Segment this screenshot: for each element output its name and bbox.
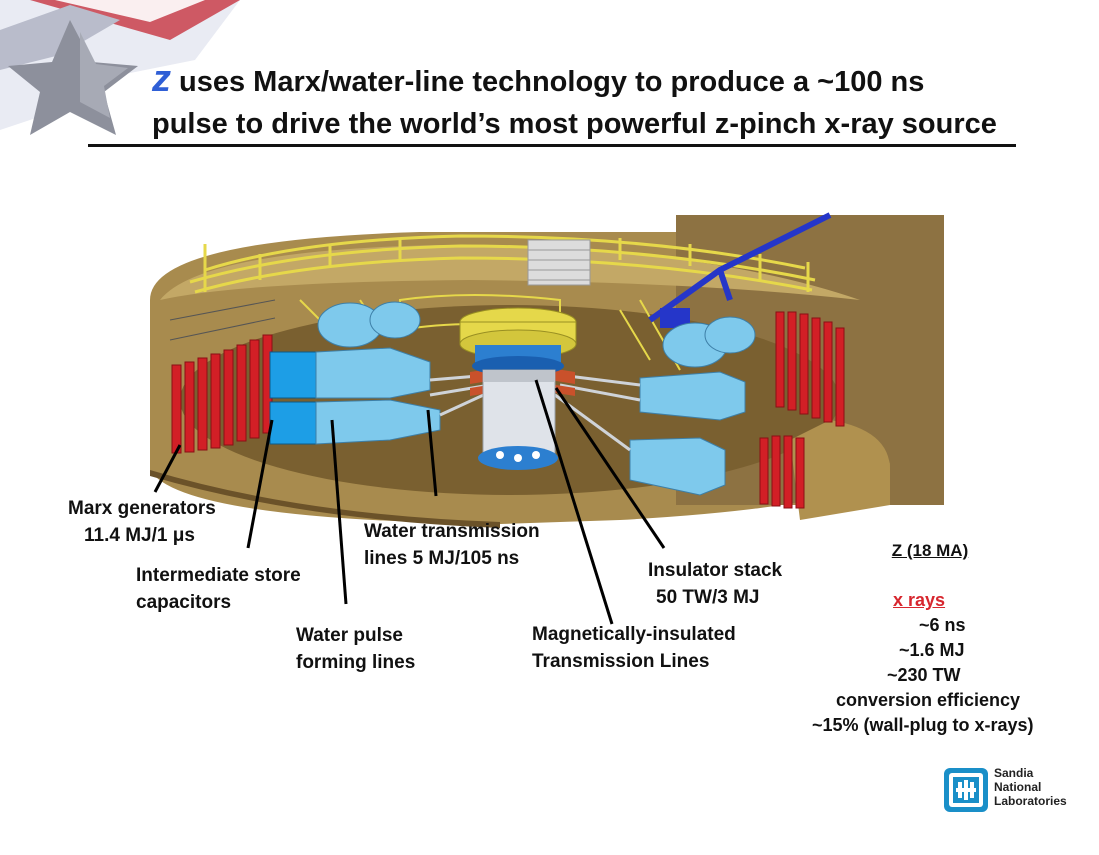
label-marx-generators: Marx generators 11.4 MJ/1 μs: [68, 495, 216, 549]
specs-heading: Z (18 MA): [800, 537, 1060, 564]
sandia-logo-text: Sandia National Laboratories: [994, 766, 1067, 808]
flag-star-decoration: [0, 0, 240, 135]
overhead-boom: [648, 212, 832, 323]
label-mitl-line-2: Transmission Lines: [532, 651, 710, 672]
label-insulator-line-2: 50 TW/3 MJ: [656, 587, 760, 608]
label-intermediate-line-1: Intermediate store: [136, 565, 301, 586]
label-insulator-line-1: Insulator stack: [648, 560, 783, 581]
marx-racks-left: [169, 299, 276, 341]
label-mitl-line-1: Magnetically-insulated: [532, 624, 736, 645]
slide-title: z uses Marx/water-line technology to prod…: [152, 58, 1052, 145]
logo-line-2: National: [994, 780, 1042, 794]
xrays-heading: x rays: [893, 587, 945, 614]
specs-heading-text: Z (18 MA): [891, 541, 969, 560]
label-intermediate-line-2: capacitors: [136, 592, 232, 613]
tank-rim: [160, 245, 860, 300]
central-stack: [459, 307, 577, 470]
label-marx-line-1: Marx generators: [68, 498, 216, 519]
logo-line-3: Laboratories: [994, 794, 1067, 808]
marx-generators-left: [171, 334, 273, 454]
title-line-1: uses Marx/water-line technology to produ…: [179, 66, 925, 98]
cutaway-edge: [150, 470, 500, 528]
water-lines-left: [315, 301, 441, 445]
label-water-transmission: Water transmission lines 5 MJ/105 ns: [364, 518, 540, 572]
label-intermediate-store: Intermediate store capacitors: [136, 562, 301, 616]
spec-line-energy: ~1.6 MJ: [899, 640, 965, 660]
xrays-heading-text: x rays: [893, 590, 946, 610]
label-water-pulse-line-1: Water pulse: [296, 625, 403, 646]
water-lines-right: [629, 316, 756, 496]
label-insulator-stack: Insulator stack 50 TW/3 MJ: [648, 557, 782, 611]
title-z: z: [152, 58, 171, 100]
spec-line-conversion: conversion efficiency: [836, 690, 1021, 710]
title-divider: [88, 144, 1016, 147]
marx-generators-right: [759, 311, 845, 509]
spec-line-duration: ~6 ns: [919, 615, 966, 635]
label-water-pulse-forming: Water pulse forming lines: [296, 622, 415, 676]
sandia-logo-icon: [944, 768, 988, 812]
title-line-2: pulse to drive the world’s most powerful…: [152, 108, 997, 140]
label-mitl: Magnetically-insulated Transmission Line…: [532, 621, 736, 675]
intermediate-capacitors: [269, 351, 317, 445]
leader-lines: [153, 379, 666, 625]
label-water-trans-line-2: lines 5 MJ/105 ns: [364, 548, 520, 569]
boom-base: [660, 308, 690, 328]
right-wall-panel: [790, 420, 890, 520]
spec-line-efficiency: ~15% (wall-plug to x-rays): [812, 715, 1034, 735]
label-water-pulse-line-2: forming lines: [296, 652, 416, 673]
label-water-trans-line-1: Water transmission: [364, 521, 540, 542]
spec-line-power: ~230 TW: [887, 665, 961, 685]
logo-line-1: Sandia: [994, 766, 1034, 780]
label-marx-line-2: 11.4 MJ/1 μs: [84, 525, 195, 546]
stairs: [527, 239, 591, 286]
